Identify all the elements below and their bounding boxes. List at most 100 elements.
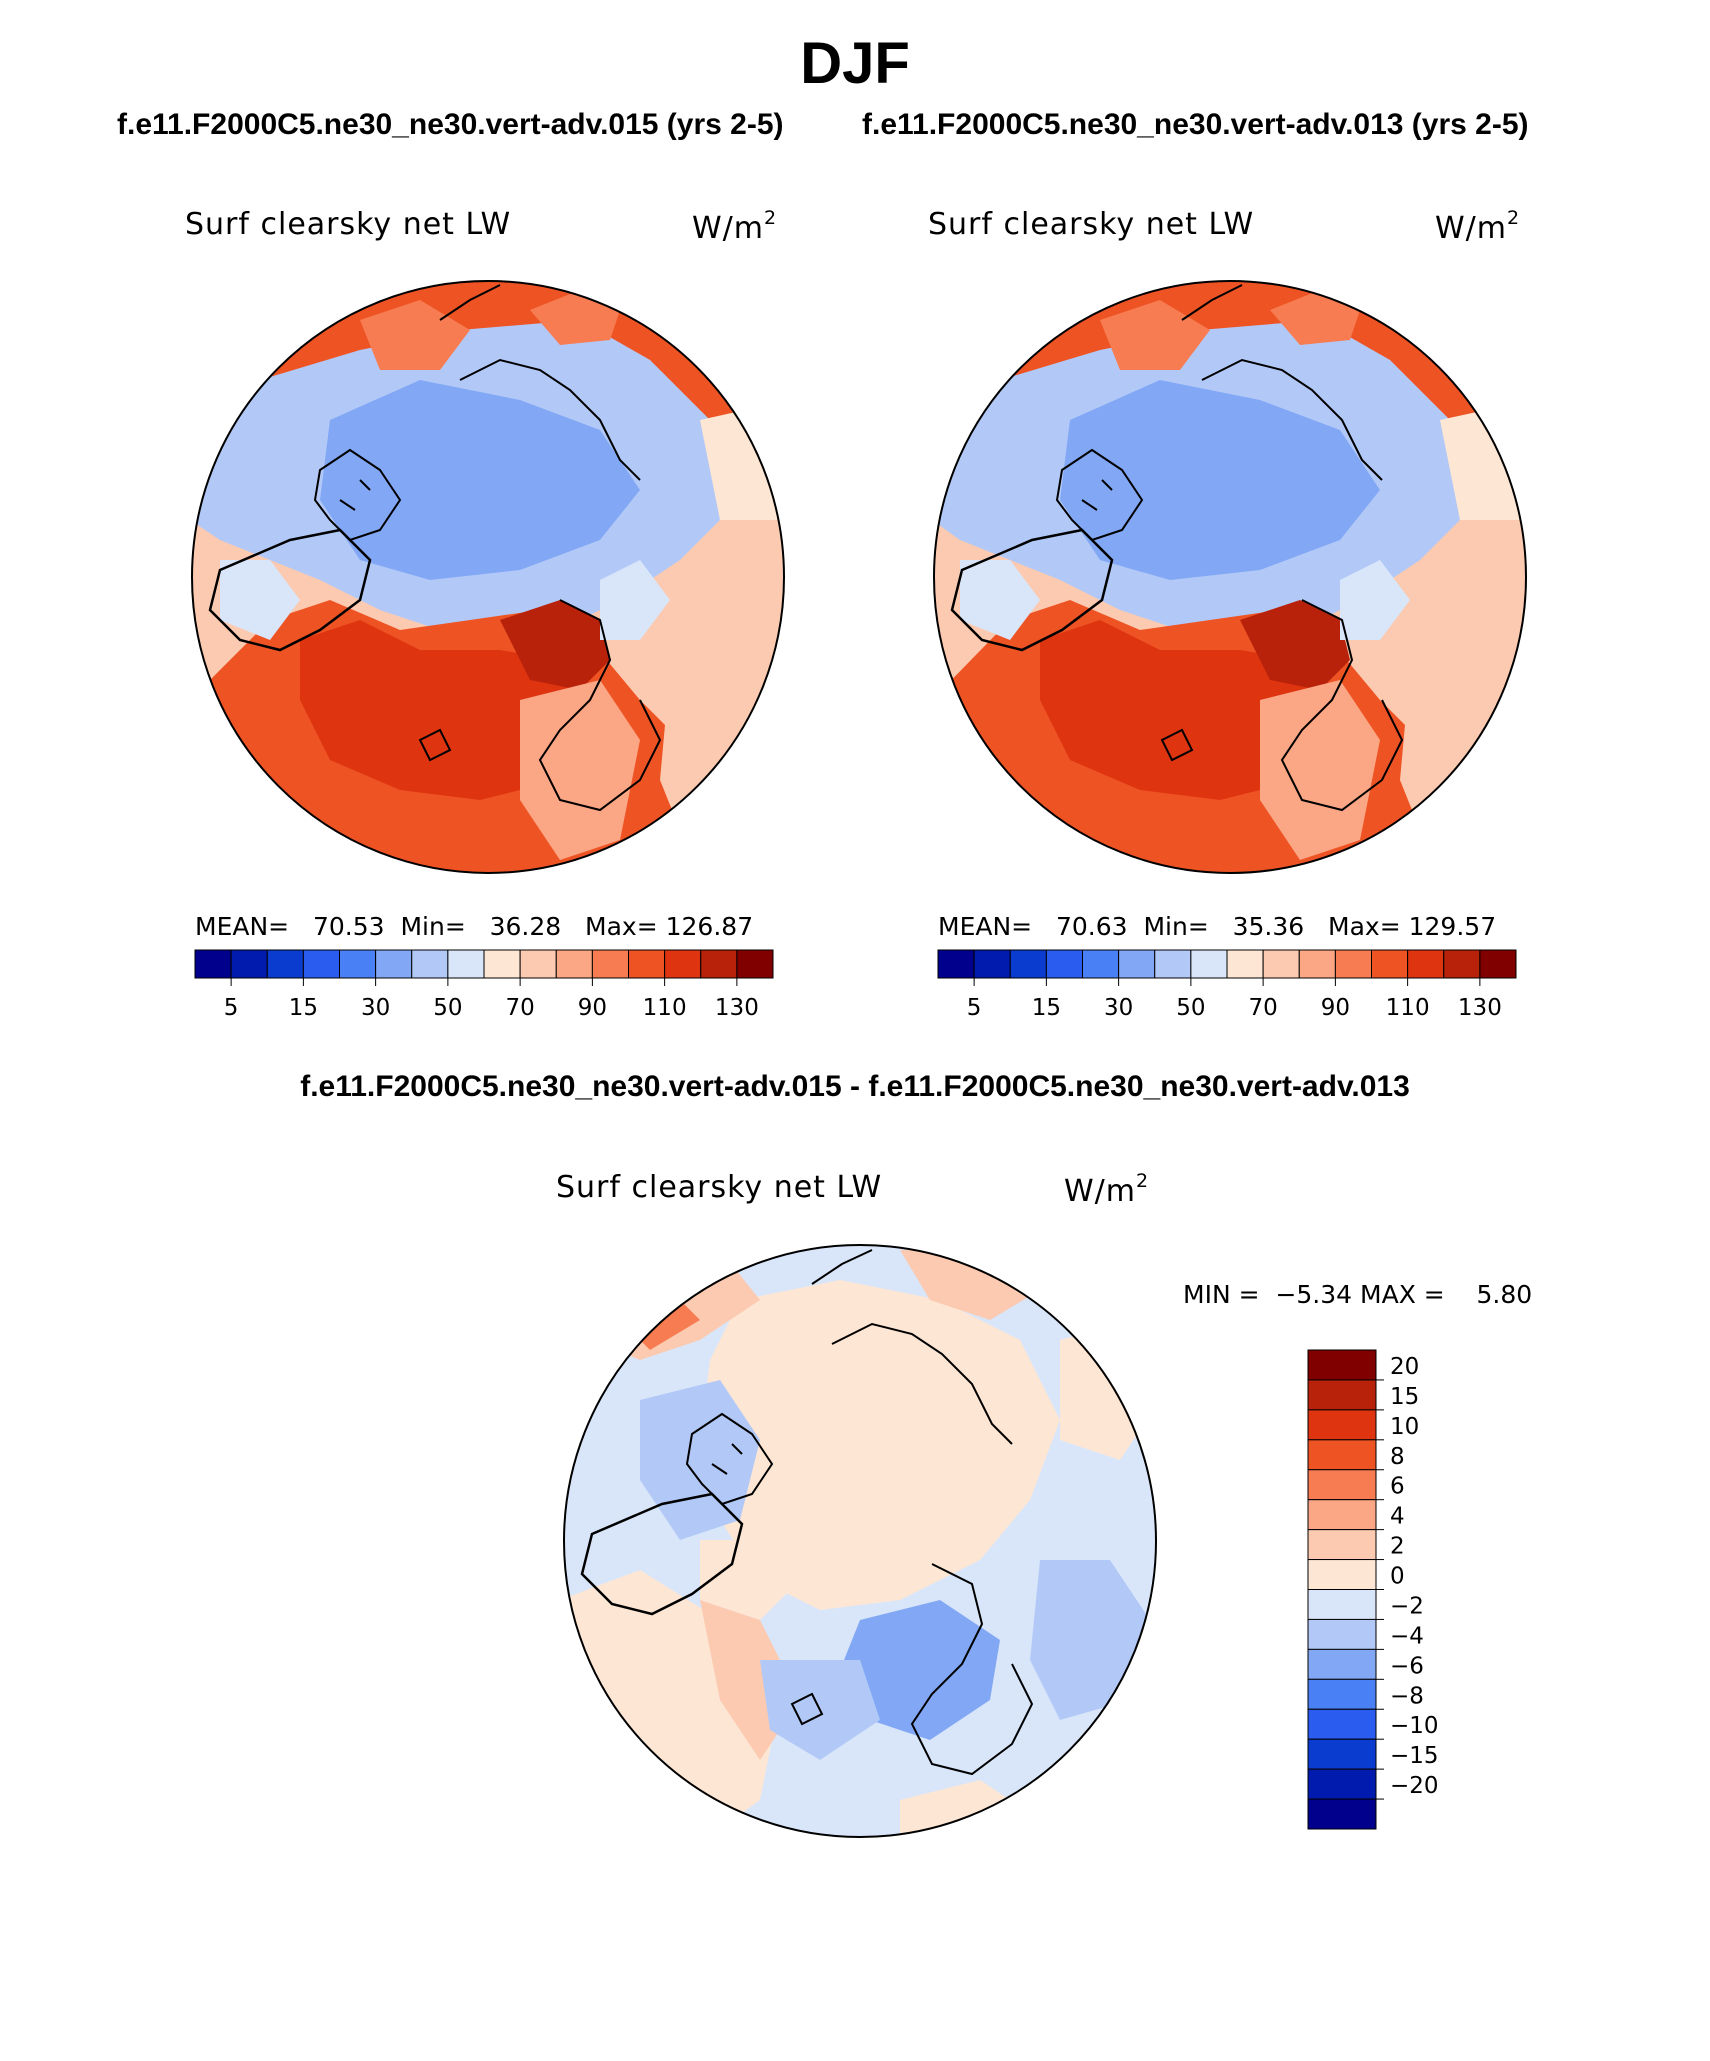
- colorbar-diff-tick-label-9: −4: [1390, 1623, 1424, 1649]
- mean-label-right: MEAN=: [938, 912, 1033, 941]
- colorbar-right-swatch-15: [1479, 949, 1517, 979]
- colorbar-left-swatch-10: [555, 949, 593, 979]
- colorbar-diff-swatch-12: [1307, 1708, 1377, 1740]
- units-right-exp: 2: [1507, 207, 1521, 229]
- colorbar-right-tick-label-3: 50: [1176, 995, 1205, 1021]
- colorbar-diff-tick-label-8: −2: [1390, 1593, 1424, 1619]
- colorbar-right-swatch-10: [1298, 949, 1336, 979]
- colorbar-diff-tick-label-4: 6: [1390, 1474, 1405, 1500]
- colorbar-right-tick-label-2: 30: [1104, 995, 1133, 1021]
- map-left-border: [191, 280, 785, 874]
- colorbar-right-tick-label-5: 90: [1321, 995, 1350, 1021]
- colorbar-diff-swatch-6: [1307, 1529, 1377, 1561]
- min-value-right: 35.36: [1232, 912, 1305, 941]
- max-value-right: 129.57: [1408, 912, 1497, 941]
- case-title-right: f.e11.F2000C5.ne30_ne30.vert-adv.013 (yr…: [862, 108, 1529, 141]
- colorbar-right-swatch-1: [973, 949, 1011, 979]
- colorbar-left-tick-label-5: 90: [578, 995, 607, 1021]
- colorbar-left-swatch-1: [230, 949, 268, 979]
- colorbar-left-swatch-2: [266, 949, 304, 979]
- colorbar-diff-swatch-5: [1307, 1499, 1377, 1531]
- colorbar-diff-swatch-14: [1307, 1768, 1377, 1800]
- colorbar-left-tick-label-3: 50: [433, 995, 462, 1021]
- units-left-base: W/m: [692, 211, 764, 246]
- colorbar-right-swatch-11: [1334, 949, 1372, 979]
- colorbar-diff-swatch-15: [1307, 1798, 1377, 1830]
- colorbar-right-tick-label-7: 130: [1458, 995, 1502, 1021]
- colorbar-diff-tick-label-10: −6: [1390, 1653, 1424, 1679]
- colorbar-left-swatch-15: [736, 949, 774, 979]
- colorbar-right-swatch-7: [1190, 949, 1228, 979]
- max-value-left: 126.87: [665, 912, 754, 941]
- colorbar-left-tick-label-7: 130: [715, 995, 759, 1021]
- colorbar-diff-tick-label-13: −15: [1390, 1743, 1439, 1769]
- colorbar-left-swatch-13: [664, 949, 702, 979]
- colorbar-right-swatch-13: [1407, 949, 1445, 979]
- max-value-diff: 5.80: [1476, 1280, 1533, 1309]
- colorbar-diff-tick-label-6: 2: [1390, 1534, 1405, 1560]
- colorbar-left-swatch-7: [447, 949, 485, 979]
- mean-value-right: 70.63: [1055, 912, 1128, 941]
- colorbar-right-swatch-2: [1009, 949, 1047, 979]
- colorbar-right-tick-label-0: 5: [967, 995, 982, 1021]
- units-left-exp: 2: [764, 207, 778, 229]
- colorbar-right-swatch-0: [937, 949, 975, 979]
- colorbar-left-tick-label-2: 30: [361, 995, 390, 1021]
- colorbar-right: 5 15 30 50 70 90 110 130: [937, 949, 1517, 1021]
- colorbar-diff-swatch-4: [1307, 1469, 1377, 1501]
- map-diff-border: [563, 1244, 1157, 1838]
- stats-right: MEAN= 70.63 Min= 35.36 Max= 129.57: [938, 912, 1496, 941]
- colorbar-diff-swatch-1: [1307, 1379, 1377, 1411]
- stats-left: MEAN= 70.53 Min= 36.28 Max= 126.87: [195, 912, 753, 941]
- map-right-border: [933, 280, 1527, 874]
- colorbar-diff-swatch-0: [1307, 1349, 1377, 1381]
- colorbar-right-swatch-9: [1262, 949, 1300, 979]
- colorbar-left-swatch-6: [411, 949, 449, 979]
- colorbar-diff-swatch-13: [1307, 1738, 1377, 1770]
- units-right-base: W/m: [1435, 211, 1507, 246]
- colorbar-left-tick-label-4: 70: [505, 995, 534, 1021]
- colorbar-diff-tick-label-5: 4: [1390, 1504, 1405, 1530]
- colorbar-right-swatch-12: [1371, 949, 1409, 979]
- colorbar-left-swatch-5: [375, 949, 413, 979]
- units-left: W/m2: [692, 207, 777, 246]
- colorbar-diff-swatch-10: [1307, 1648, 1377, 1680]
- colorbar-left: 5 15 30 50 70 90 110 130: [194, 949, 774, 1021]
- colorbar-right-swatch-3: [1045, 949, 1083, 979]
- colorbar-left-swatch-14: [700, 949, 738, 979]
- colorbar-right-swatch-5: [1118, 949, 1156, 979]
- units-diff: W/m2: [1064, 1170, 1149, 1209]
- colorbar-diff-tick-label-12: −10: [1390, 1713, 1439, 1739]
- stats-diff: MIN = −5.34 MAX = 5.80: [1183, 1280, 1532, 1309]
- max-label-right: Max=: [1328, 912, 1401, 941]
- colorbar-right-swatch-4: [1082, 949, 1120, 979]
- mean-label-left: MEAN=: [195, 912, 290, 941]
- colorbar-diff-tick-label-1: 15: [1390, 1384, 1419, 1410]
- units-right: W/m2: [1435, 207, 1520, 246]
- min-label-right: Min=: [1143, 912, 1209, 941]
- min-value-left: 36.28: [489, 912, 562, 941]
- colorbar-diff-tick-label-0: 20: [1390, 1354, 1419, 1380]
- colorbar-right-tick-label-4: 70: [1248, 995, 1277, 1021]
- plot-title-right: Surf clearsky net LW: [928, 207, 1255, 242]
- colorbar-left-swatch-9: [519, 949, 557, 979]
- colorbar-diff-tick-label-14: −20: [1390, 1773, 1439, 1799]
- colorbar-left-tick-label-0: 5: [224, 995, 239, 1021]
- colorbar-right-swatch-8: [1226, 949, 1264, 979]
- colorbar-right-swatch-14: [1443, 949, 1481, 979]
- colorbar-diff-swatch-7: [1307, 1559, 1377, 1590]
- colorbar-diff-swatch-11: [1307, 1678, 1377, 1710]
- colorbar-right-tick-label-1: 15: [1032, 995, 1061, 1021]
- colorbar-diff-swatch-3: [1307, 1439, 1377, 1471]
- min-value-diff: −5.34: [1275, 1280, 1353, 1309]
- colorbar-diff-tick-label-11: −8: [1390, 1683, 1424, 1709]
- min-label-diff: MIN =: [1183, 1280, 1260, 1309]
- colorbar-left-swatch-3: [302, 949, 340, 979]
- diff-title: f.e11.F2000C5.ne30_ne30.vert-adv.015 - f…: [300, 1070, 1410, 1103]
- colorbar-left-swatch-0: [194, 949, 232, 979]
- map-right: [934, 281, 1526, 873]
- max-label-left: Max=: [585, 912, 658, 941]
- colorbar-right-swatch-6: [1154, 949, 1192, 979]
